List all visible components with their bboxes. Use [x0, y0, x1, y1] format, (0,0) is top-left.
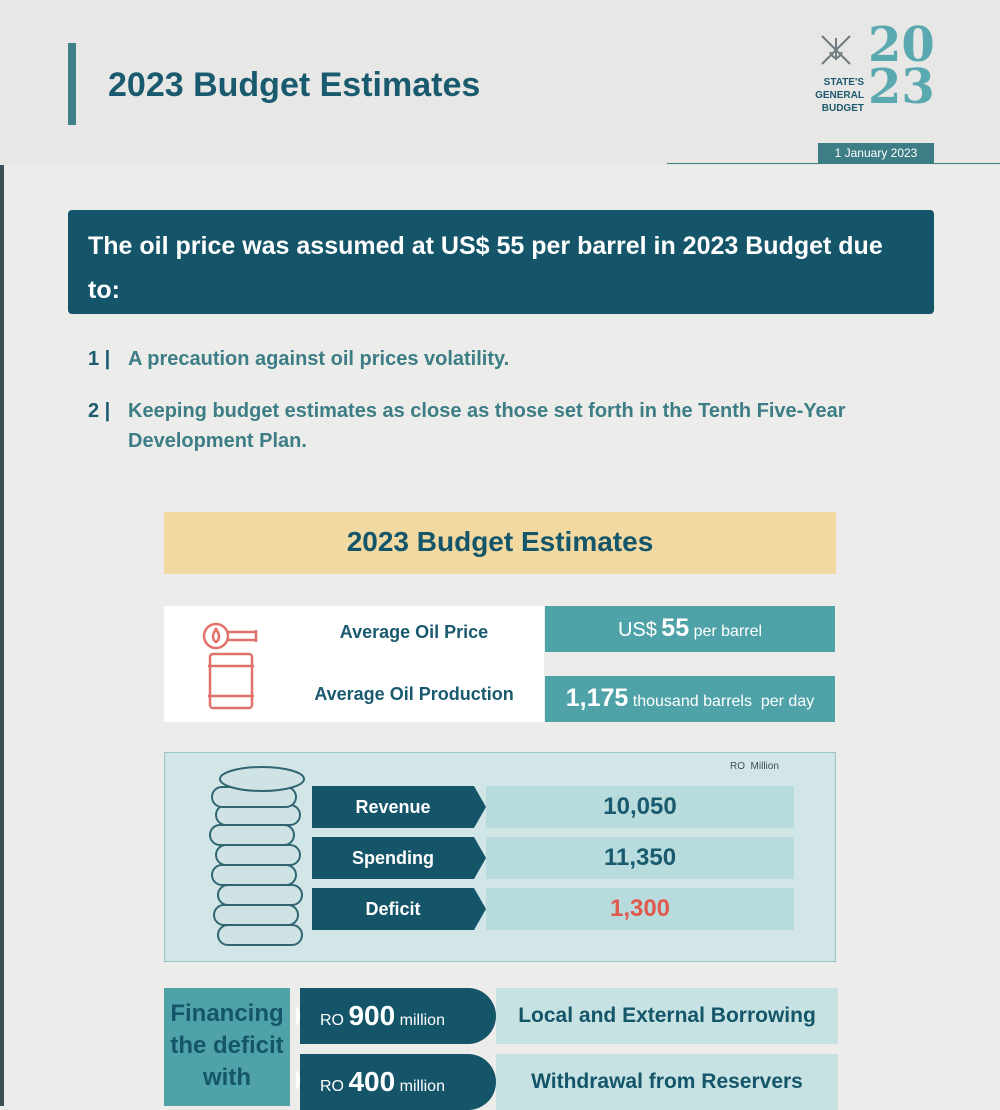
oil-production-label: Average Oil Production [314, 684, 514, 704]
oil-card: Average Oil Price Average Oil Production [164, 606, 544, 722]
oil-price-banner: The oil price was assumed at US$ 55 per … [68, 210, 934, 314]
reason-text: Keeping budget estimates as close as tho… [128, 400, 846, 452]
reason-text: A precaution against oil prices volatili… [128, 348, 510, 370]
date-badge: 1 January 2023 [818, 143, 934, 163]
row-arrow [474, 888, 486, 930]
financing-amount-pill: RO 900 million [300, 988, 496, 1044]
revenue-value: 10,050 [486, 786, 794, 828]
estimates-heading-band: 2023 Budget Estimates [164, 512, 836, 574]
coin-stack-icon [209, 766, 305, 946]
oil-production-value-box: 1,175 thousand barrels per day [545, 676, 835, 722]
financing-prefix: RO [320, 1078, 344, 1095]
deficit-label: Deficit [312, 888, 474, 930]
oil-price-value-box: US$ 55 per barrel [545, 606, 835, 652]
reason-number: 2 | [88, 400, 111, 422]
row-arrow [474, 837, 486, 879]
estimates-heading: 2023 Budget Estimates [346, 526, 654, 557]
budget-logo: STATE'S GENERAL BUDGET 20 23 [812, 21, 942, 120]
unit-note: RO Million [730, 761, 779, 772]
logo-line: GENERAL [815, 90, 864, 101]
oil-production-value: 1,175 [565, 684, 629, 712]
financing-amount: 900 [348, 1000, 396, 1031]
row-arrow [474, 786, 486, 828]
financing-description: Local and External Borrowing [496, 988, 838, 1044]
reason-item: 1 | A precaution against oil prices vola… [88, 344, 509, 374]
oil-price-prefix: US$ [617, 619, 657, 641]
oil-price-unit: per barrel [693, 623, 763, 640]
banner-text: The oil price was assumed at US$ 55 per … [88, 232, 883, 304]
oil-price-value: 55 [661, 614, 690, 642]
financing-unit: million [399, 1078, 445, 1095]
financing-label: Financing the deficit with [170, 1000, 284, 1091]
oil-barrel-icon [202, 622, 258, 710]
financing-amount-pill: RO 400 million [300, 1054, 496, 1110]
financing-description: Withdrawal from Reservers [496, 1054, 838, 1110]
state-emblem-icon [821, 35, 851, 65]
spending-value: 11,350 [486, 837, 794, 879]
deficit-value: 1,300 [486, 888, 794, 930]
oil-price-label: Average Oil Price [339, 622, 489, 642]
revenue-label: Revenue [312, 786, 474, 828]
spending-label: Spending [312, 837, 474, 879]
title-accent-bar [68, 43, 76, 125]
frame-edge [0, 0, 4, 1106]
logo-year: 20 23 [868, 17, 935, 115]
financing-prefix: RO [320, 1012, 344, 1029]
reason-number: 1 | [88, 348, 111, 370]
oil-production-unit: thousand barrels per day [632, 693, 815, 710]
financing-label-box: Financing the deficit with [164, 988, 290, 1106]
header-band [0, 0, 1000, 165]
logo-line: BUDGET [821, 103, 864, 114]
logo-caption: STATE'S GENERAL BUDGET [812, 76, 864, 115]
financing-unit: million [399, 1012, 445, 1029]
date-rule [667, 163, 1000, 164]
page-title: 2023 Budget Estimates [108, 66, 481, 104]
reason-item: 2 | Keeping budget estimates as close as… [88, 396, 846, 452]
financing-amount: 400 [348, 1066, 396, 1097]
logo-line: STATE'S [823, 77, 864, 88]
